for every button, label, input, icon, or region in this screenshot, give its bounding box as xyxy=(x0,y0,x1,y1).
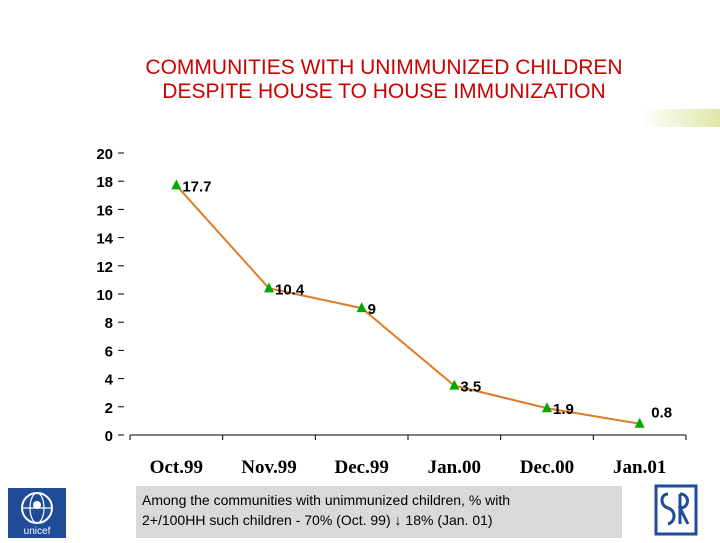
y-tick-label: 20 xyxy=(96,146,113,163)
data-point-marker xyxy=(634,417,645,428)
chart-title: COMMUNITIES WITH UNIMMUNIZED CHILDREN DE… xyxy=(0,56,720,104)
unicef-logo-text: unicef xyxy=(24,526,51,537)
data-point-marker xyxy=(264,282,274,293)
data-label: 3.5 xyxy=(460,379,481,396)
title-line-1: COMMUNITIES WITH UNIMMUNIZED CHILDREN xyxy=(145,56,623,79)
data-point-marker xyxy=(542,402,552,413)
data-label: 17.7 xyxy=(182,178,211,195)
sr-monogram-icon xyxy=(654,484,698,536)
data-point-marker xyxy=(171,179,182,190)
unicef-logo: unicef xyxy=(8,488,66,538)
title-line-2: DESPITE HOUSE TO HOUSE IMMUNIZATION xyxy=(162,80,606,103)
y-tick-label: 18 xyxy=(96,174,113,191)
y-tick-label: 0 xyxy=(105,428,113,445)
y-tick-label: 6 xyxy=(105,343,113,360)
data-label: 0.8 xyxy=(651,405,672,422)
y-tick-label: 16 xyxy=(96,202,113,219)
x-tick-label: Dec.00 xyxy=(520,457,574,478)
down-arrow-icon: ↓ xyxy=(394,512,402,528)
footnote-line-2-end: 18% (Jan. 01) xyxy=(405,512,493,528)
x-tick-label: Jan.00 xyxy=(428,457,481,478)
series-line xyxy=(175,184,640,425)
data-label: 10.4 xyxy=(275,281,305,298)
x-tick-label: Oct.99 xyxy=(150,457,203,478)
title-accent-bar xyxy=(640,109,720,127)
y-tick-label: 2 xyxy=(105,400,113,417)
data-label: 1.9 xyxy=(553,401,574,418)
data-point-marker xyxy=(449,379,460,390)
footnote-line-2-start: 2+/100HH such children - 70% (Oct. 99) xyxy=(142,512,391,528)
footnote-line-2: 2+/100HH such children - 70% (Oct. 99) ↓… xyxy=(142,510,616,530)
footnote-box: Among the communities with unimmunized c… xyxy=(136,486,622,538)
x-tick-label: Dec.99 xyxy=(334,457,388,478)
y-tick-label: 4 xyxy=(105,372,114,389)
x-tick-label: Nov.99 xyxy=(241,457,296,478)
unicef-emblem-icon: unicef xyxy=(21,492,53,537)
y-tick-label: 10 xyxy=(96,287,113,304)
data-label: 9 xyxy=(368,301,376,318)
data-point-marker xyxy=(356,302,367,313)
organization-logo xyxy=(652,482,700,538)
footnote-line-1: Among the communities with unimmunized c… xyxy=(142,492,511,508)
y-tick-label: 8 xyxy=(105,315,113,332)
y-tick-label: 12 xyxy=(96,259,113,276)
y-tick-label: 14 xyxy=(96,231,113,248)
x-tick-label: Jan.01 xyxy=(613,457,666,478)
